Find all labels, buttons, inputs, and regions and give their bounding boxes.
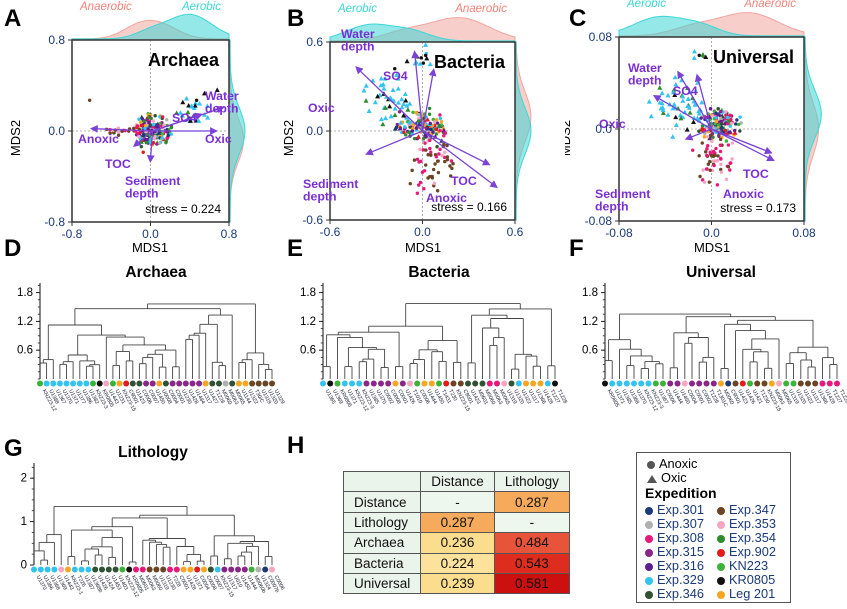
svg-text:Aerobic: Aerobic [337,3,377,15]
svg-text:C: C [569,5,586,32]
svg-text:0.0: 0.0 [306,124,323,138]
svg-text:TOC: TOC [743,167,769,181]
svg-text:depth: depth [125,187,158,201]
svg-text:0.6: 0.6 [306,35,323,49]
svg-text:Anaerobic: Anaerobic [454,3,507,15]
svg-text:1.2: 1.2 [300,316,316,328]
svg-text:TOC: TOC [105,157,131,171]
svg-text:Oxic: Oxic [308,101,335,115]
svg-text:1.2: 1.2 [17,316,33,328]
svg-text:Oxic: Oxic [205,132,232,146]
svg-text:depth: depth [303,190,336,204]
svg-text:1.8: 1.8 [17,287,33,299]
svg-text:1: 1 [21,516,27,528]
svg-text:-0.6: -0.6 [302,213,323,227]
svg-text:depth: depth [628,74,661,88]
svg-text:2: 2 [21,473,27,485]
svg-text:Anoxic: Anoxic [723,187,764,201]
svg-text:D: D [4,235,21,262]
svg-text:Universal: Universal [713,47,794,67]
svg-text:Archaea: Archaea [125,264,187,281]
svg-text:Archaea: Archaea [148,50,220,70]
svg-text:SO4: SO4 [673,84,698,98]
svg-text:MDS2: MDS2 [283,120,296,156]
svg-text:1.8: 1.8 [300,287,316,299]
svg-text:B: B [287,5,304,32]
svg-text:TOC: TOC [451,174,477,188]
svg-text:Anoxic: Anoxic [426,191,467,205]
svg-text:-0.08: -0.08 [585,214,613,228]
svg-text:Anaerobic: Anaerobic [743,0,796,10]
svg-text:A: A [4,5,21,32]
svg-text:0.8: 0.8 [48,33,65,47]
svg-text:0.6: 0.6 [17,345,33,357]
svg-text:E: E [287,235,303,262]
svg-text:depth: depth [341,40,374,54]
svg-text:MDS2: MDS2 [565,120,573,156]
svg-text:MDS2: MDS2 [8,120,23,156]
svg-text:depth: depth [595,200,628,214]
svg-text:stress = 0.173: stress = 0.173 [720,201,796,215]
svg-text:1.2: 1.2 [582,316,598,328]
svg-text:0.0: 0.0 [595,122,612,136]
svg-text:0.6: 0.6 [582,345,598,357]
svg-text:Anoxic: Anoxic [78,132,119,146]
svg-text:Anaerobic: Anaerobic [79,1,132,13]
svg-text:1.8: 1.8 [582,287,598,299]
svg-text:SO4: SO4 [383,69,408,83]
svg-text:Lithology: Lithology [118,444,188,461]
svg-text:Aerobic: Aerobic [181,1,221,13]
svg-text:0.08: 0.08 [589,30,613,44]
svg-text:Bacteria: Bacteria [434,52,506,72]
svg-text:-0.8: -0.8 [44,215,65,229]
svg-text:G: G [4,435,23,462]
svg-text:depth: depth [205,102,238,116]
svg-text:Aerobic: Aerobic [626,0,666,10]
svg-text:0: 0 [21,560,27,572]
svg-text:Universal: Universal [686,264,756,281]
svg-text:stress = 0.224: stress = 0.224 [145,202,221,216]
svg-text:Bacteria: Bacteria [408,264,470,281]
svg-text:0.0: 0.0 [48,124,65,138]
svg-text:0.6: 0.6 [300,345,316,357]
svg-text:F: F [569,235,584,262]
svg-text:SO4: SO4 [172,111,197,125]
